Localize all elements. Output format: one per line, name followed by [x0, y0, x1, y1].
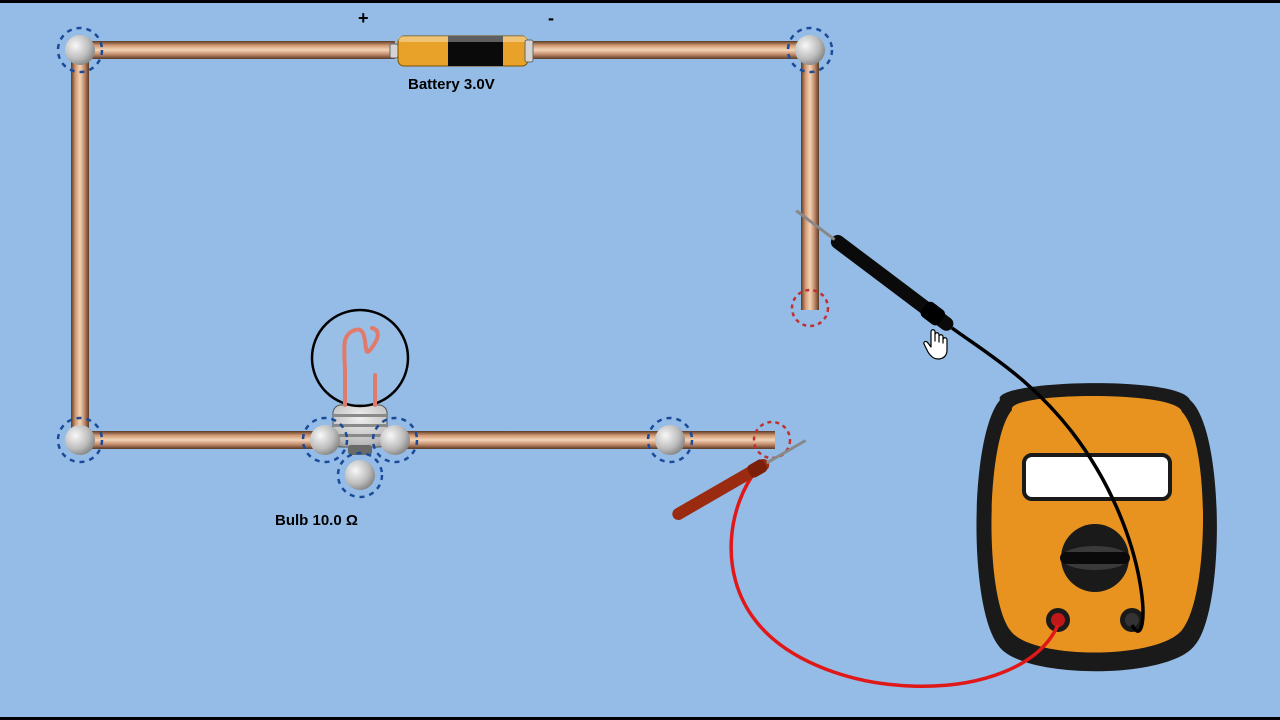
- multimeter[interactable]: [976, 383, 1216, 671]
- battery-plus-label: +: [358, 8, 369, 29]
- battery[interactable]: [390, 36, 533, 66]
- bulb-caption: Bulb 10.0 Ω: [275, 512, 358, 529]
- battery-caption: Battery 3.0V: [408, 76, 495, 93]
- battery-minus-label: -: [548, 8, 554, 29]
- circuit-stage: [0, 0, 1280, 720]
